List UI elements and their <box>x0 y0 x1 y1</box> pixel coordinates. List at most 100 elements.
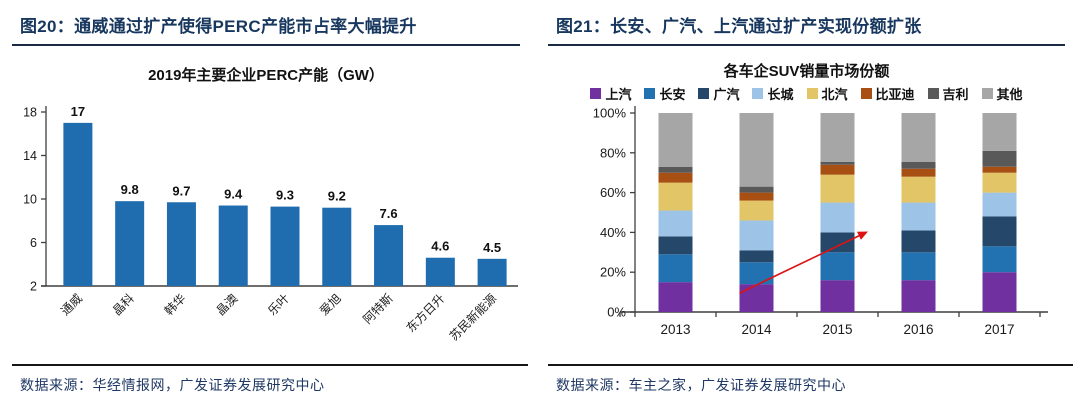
bar-通威 <box>63 122 93 286</box>
x-category-label: 2014 <box>741 322 772 337</box>
suv-share-stacked-chart: 0% 20% 40% 60% 80% 100% 2013 2014 2015 2016 2017 <box>593 106 1048 337</box>
x-category-label: 晶澳 <box>213 291 240 318</box>
bar-value-label: 9.8 <box>121 182 139 197</box>
segment-长安-2013 <box>658 254 693 283</box>
legend-label: 比亚迪 <box>875 87 915 102</box>
legend-label: 广汽 <box>713 87 740 102</box>
segment-其他-2016 <box>901 113 936 162</box>
bar-value-label: 9.4 <box>224 187 243 202</box>
legend-item-比亚迪: 比亚迪 <box>860 84 915 103</box>
trend-arrow <box>739 231 868 294</box>
bar-乐叶 <box>270 206 300 286</box>
y-tick-label: 10 <box>23 193 37 207</box>
segment-长安-2015 <box>820 252 855 281</box>
legend-swatch <box>644 88 656 99</box>
bar-value-label: 7.6 <box>380 206 398 221</box>
legend-item-上汽: 上汽 <box>590 84 631 103</box>
legend-item-广汽: 广汽 <box>698 84 739 103</box>
bar-晶科 <box>115 201 145 286</box>
x-category-label: 乐叶 <box>265 291 292 318</box>
legend-label: 上汽 <box>605 87 632 102</box>
segment-上汽-2013 <box>658 282 693 312</box>
figure-20-caption: 图20：通威通过扩产使得PERC产能市占率大幅提升 <box>12 6 520 46</box>
figure-21-caption: 图21：长安、广汽、上汽通过扩产实现份额扩张 <box>548 6 1065 46</box>
segment-长城-2013 <box>658 210 693 237</box>
segment-比亚迪-2016 <box>901 168 936 177</box>
x-category-label: 2013 <box>660 322 690 337</box>
x-category-label: 2017 <box>984 322 1014 337</box>
segment-广汽-2017 <box>982 216 1017 247</box>
y-tick-label: 18 <box>23 106 37 120</box>
y-tick-label: 0% <box>607 305 626 320</box>
x-category-label: 通威 <box>58 291 85 318</box>
x-category-label: 爱旭 <box>317 291 344 318</box>
legend-swatch <box>590 88 602 99</box>
legend-item-北汽: 北汽 <box>806 84 848 103</box>
x-category-label: 韩华 <box>161 291 189 319</box>
legend-label: 吉利 <box>942 87 969 102</box>
legend-swatch <box>806 88 818 99</box>
bar-爱旭 <box>322 207 352 286</box>
bar-value-label: 9.2 <box>328 189 346 204</box>
y-tick-label: 80% <box>600 145 626 160</box>
legend-label: 其他 <box>996 87 1023 102</box>
segment-吉利-2014 <box>739 186 774 193</box>
segment-上汽-2017 <box>982 272 1017 312</box>
segment-吉利-2016 <box>901 161 936 169</box>
legend-swatch <box>981 88 993 99</box>
y-tick-label: 100% <box>593 106 627 121</box>
suv-chart-legend: 上汽 长安 广汽 长城 北汽 比亚迪 吉利 其他 <box>548 84 1065 103</box>
segment-长城-2016 <box>901 202 936 231</box>
segment-长城-2015 <box>820 202 855 233</box>
segment-比亚迪-2017 <box>982 166 1017 173</box>
figure-20-panel: 图20：通威通过扩产使得PERC产能市占率大幅提升 2019年主要企业PERC产… <box>12 6 528 401</box>
legend-label: 长城 <box>767 87 794 102</box>
legend-label: 长安 <box>659 87 686 102</box>
perc-capacity-bar-chart: 2 6 10 14 18 17 通威 9.8 晶科 9.7 韩华 9.4 晶澳 9.3 乐叶 9.2 爱旭 7.6… <box>23 104 518 344</box>
y-tick-label: 60% <box>600 185 626 200</box>
bar-value-label: 4.6 <box>431 239 449 254</box>
segment-吉利-2015 <box>820 161 855 165</box>
bar-value-label: 9.3 <box>276 188 294 203</box>
suv-chart-title: 各车企SUV销量市场份额 <box>723 63 890 80</box>
legend-swatch <box>860 88 872 99</box>
y-tick-label: 40% <box>600 225 626 240</box>
segment-其他-2013 <box>658 113 693 167</box>
figure-21-source: 数据来源：车主之家，广发证券发展研究中心 <box>548 364 1073 395</box>
bar-阿特斯 <box>374 225 404 286</box>
bar-value-label: 9.7 <box>172 183 190 198</box>
segment-北汽-2016 <box>901 176 936 203</box>
y-tick-label: 6 <box>30 236 37 250</box>
segment-吉利-2013 <box>658 166 693 173</box>
figure-21-panel: 图21：长安、广汽、上汽通过扩产实现份额扩张 各车企SUV销量市场份额 上汽 长安… <box>548 6 1073 401</box>
segment-其他-2014 <box>739 113 774 187</box>
segment-比亚迪-2014 <box>739 192 774 201</box>
segment-长安-2017 <box>982 246 1017 273</box>
legend-item-长城: 长城 <box>752 84 794 103</box>
bar-苏民新能源 <box>477 258 507 286</box>
bar-value-label: 17 <box>71 104 85 119</box>
segment-上汽-2016 <box>901 280 936 312</box>
segment-上汽-2014 <box>739 284 774 312</box>
legend-swatch <box>927 88 939 99</box>
x-category-label: 苏民新能源 <box>446 291 499 344</box>
legend-item-吉利: 吉利 <box>927 84 969 103</box>
segment-比亚迪-2015 <box>820 164 855 175</box>
segment-长城-2017 <box>982 192 1017 217</box>
x-category-label: 阿特斯 <box>360 291 396 327</box>
bar-韩华 <box>166 202 196 286</box>
segment-北汽-2014 <box>739 200 774 221</box>
legend-item-其他: 其他 <box>981 84 1023 103</box>
legend-swatch <box>698 88 710 99</box>
segment-其他-2015 <box>820 113 855 162</box>
segment-广汽-2016 <box>901 230 936 253</box>
legend-swatch <box>752 88 764 99</box>
figure-20-source: 数据来源：华经情报网，广发证券发展研究中心 <box>12 364 528 395</box>
bar-value-label: 4.5 <box>483 240 501 255</box>
segment-上汽-2015 <box>820 280 855 312</box>
segment-广汽-2015 <box>820 232 855 253</box>
x-category-label: 晶科 <box>110 291 137 318</box>
legend-item-长安: 长安 <box>644 84 685 103</box>
perc-chart-title: 2019年主要企业PERC产能（GW） <box>148 67 384 84</box>
